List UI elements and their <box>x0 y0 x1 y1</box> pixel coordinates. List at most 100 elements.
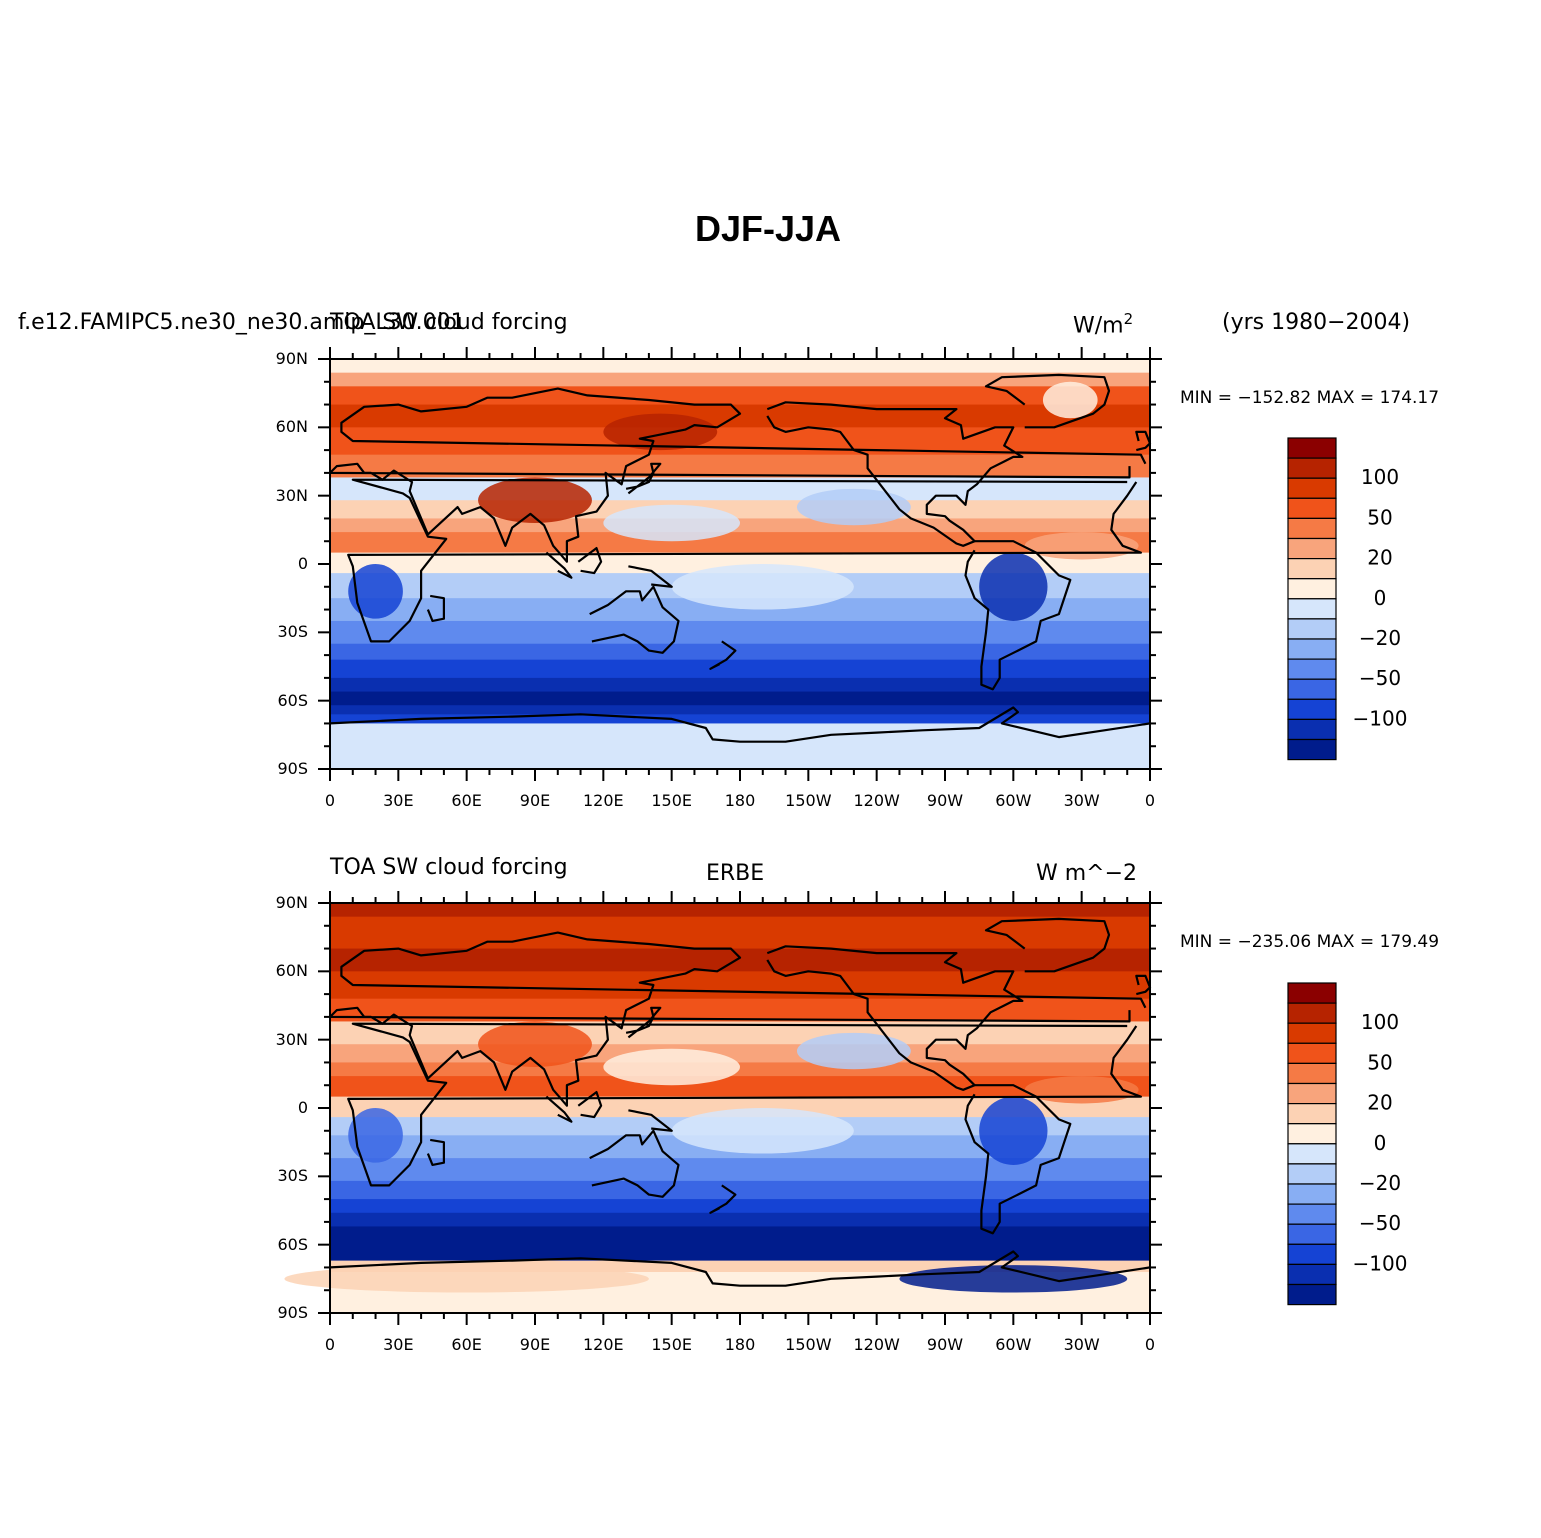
contour-region <box>478 1021 592 1067</box>
contour-region <box>478 477 592 523</box>
contour-band <box>330 1180 1150 1200</box>
contour-band <box>330 500 1150 519</box>
coastline <box>347 1022 1143 1187</box>
coastline <box>625 1006 662 1039</box>
lon-tick-label: 180 <box>724 1335 756 1354</box>
contour-band <box>330 598 1150 622</box>
tick-marks <box>318 347 1162 781</box>
colorbar-swatch <box>1287 738 1337 761</box>
lon-tick-label: 30W <box>1063 791 1100 810</box>
colorbar-label: −50 <box>1359 1211 1401 1235</box>
coastline <box>545 1095 573 1123</box>
colorbar-swatch <box>1287 982 1337 1004</box>
lat-tick-label: 30N <box>275 485 308 505</box>
contour-band <box>330 359 1150 374</box>
contour-band <box>330 1044 1150 1063</box>
coastline <box>589 1129 680 1198</box>
colorbar-swatch <box>1287 638 1337 660</box>
panel2-source: ERBE <box>706 861 765 886</box>
contour-band <box>330 454 1150 478</box>
coastline <box>426 1138 446 1166</box>
lon-tick-label: 30E <box>383 791 414 810</box>
colorbar-label: 20 <box>1367 546 1392 570</box>
contour-region <box>603 413 718 451</box>
colorbar-swatch <box>1287 1062 1337 1085</box>
contour-band <box>330 518 1150 533</box>
colorbar-label: 100 <box>1361 1010 1399 1034</box>
lon-tick-label: 0 <box>1144 1335 1156 1354</box>
panel1-years: (yrs 1980−2004) <box>1222 310 1411 335</box>
contour-band <box>330 1062 1150 1077</box>
contour-band <box>330 948 1150 972</box>
lat-tick-label: 60S <box>277 690 308 710</box>
lon-tick-label: 0 <box>324 791 336 810</box>
lat-tick-label: 0 <box>297 554 308 573</box>
lat-tick-label: 60S <box>277 1234 308 1254</box>
contour-band <box>330 386 1150 406</box>
coastline <box>709 640 737 670</box>
colorbar-swatch <box>1287 1082 1337 1105</box>
lat-tick-label: 90S <box>277 1303 308 1322</box>
lon-tick-label: 30E <box>383 1335 414 1354</box>
colorbar-swatch <box>1287 598 1337 620</box>
contour-band <box>330 427 1150 456</box>
colorbar-swatch <box>1287 517 1337 540</box>
coastline <box>577 547 603 575</box>
colorbar-swatch <box>1287 1022 1337 1044</box>
colorbar-swatch <box>1287 1143 1337 1165</box>
contour-band <box>330 659 1150 679</box>
colorbar-swatch <box>1287 1123 1337 1145</box>
contour-band <box>330 1199 1150 1214</box>
contour-band <box>330 404 1150 428</box>
lat-tick-label: 30N <box>275 1029 308 1049</box>
colorbar-swatch <box>1287 658 1337 680</box>
colorbar-erbe: 100 50 20 0 −20 −50 −100 <box>1287 982 1408 1306</box>
coastline <box>347 478 1143 643</box>
contour-fill <box>330 359 1150 770</box>
lon-tick-label: 60E <box>451 1335 482 1354</box>
lat-tick-label: 90N <box>275 893 308 912</box>
colorbar-swatch <box>1287 618 1337 640</box>
panel2-variable: TOA SW cloud forcing <box>330 855 568 880</box>
lon-tick-label: 60E <box>451 791 482 810</box>
coastline <box>589 585 680 654</box>
lat-tick-label: 30S <box>277 1166 308 1186</box>
lon-tick-label: 150E <box>651 1335 692 1354</box>
coastline <box>1135 430 1152 452</box>
coastline <box>625 462 662 495</box>
colorbar-label: −20 <box>1359 626 1401 650</box>
panel1-units-base: W/m <box>1073 313 1124 339</box>
contour-region <box>284 1265 649 1293</box>
coastline <box>709 1184 737 1214</box>
coastline <box>328 931 1147 1107</box>
colorbar-swatch <box>1287 477 1337 499</box>
lon-tick-label: 90E <box>519 791 551 810</box>
colorbar-swatch <box>1287 457 1337 479</box>
colorbar-label: 50 <box>1367 505 1392 529</box>
coastline <box>329 706 1151 743</box>
lon-tick-label: 120E <box>583 1335 624 1354</box>
contour-band <box>330 620 1150 645</box>
colorbar-label: 100 <box>1361 465 1399 489</box>
contour-band <box>330 1076 1150 1098</box>
colorbar-label: −20 <box>1359 1171 1401 1195</box>
colorbar-label: 0 <box>1374 586 1387 610</box>
contour-band <box>330 677 1150 693</box>
lon-tick-label: 150W <box>785 791 832 810</box>
contour-band <box>330 1244 1150 1262</box>
lon-tick-label: 150W <box>785 1335 832 1354</box>
coastline <box>984 917 1111 973</box>
contour-band <box>330 372 1150 387</box>
colorbar-swatch <box>1287 1263 1337 1286</box>
lon-tick-label: 150E <box>651 791 692 810</box>
tick-marks <box>318 891 1162 1325</box>
coastline <box>545 551 573 579</box>
colorbar-label: −100 <box>1353 1251 1408 1275</box>
coastlines <box>328 917 1152 1287</box>
contour-band <box>330 1260 1150 1273</box>
colorbar-swatch <box>1287 1203 1337 1225</box>
colorbar-swatch <box>1287 678 1337 700</box>
contour-region <box>348 564 403 619</box>
colorbar-swatch <box>1287 1223 1337 1245</box>
contour-region <box>979 1096 1048 1165</box>
